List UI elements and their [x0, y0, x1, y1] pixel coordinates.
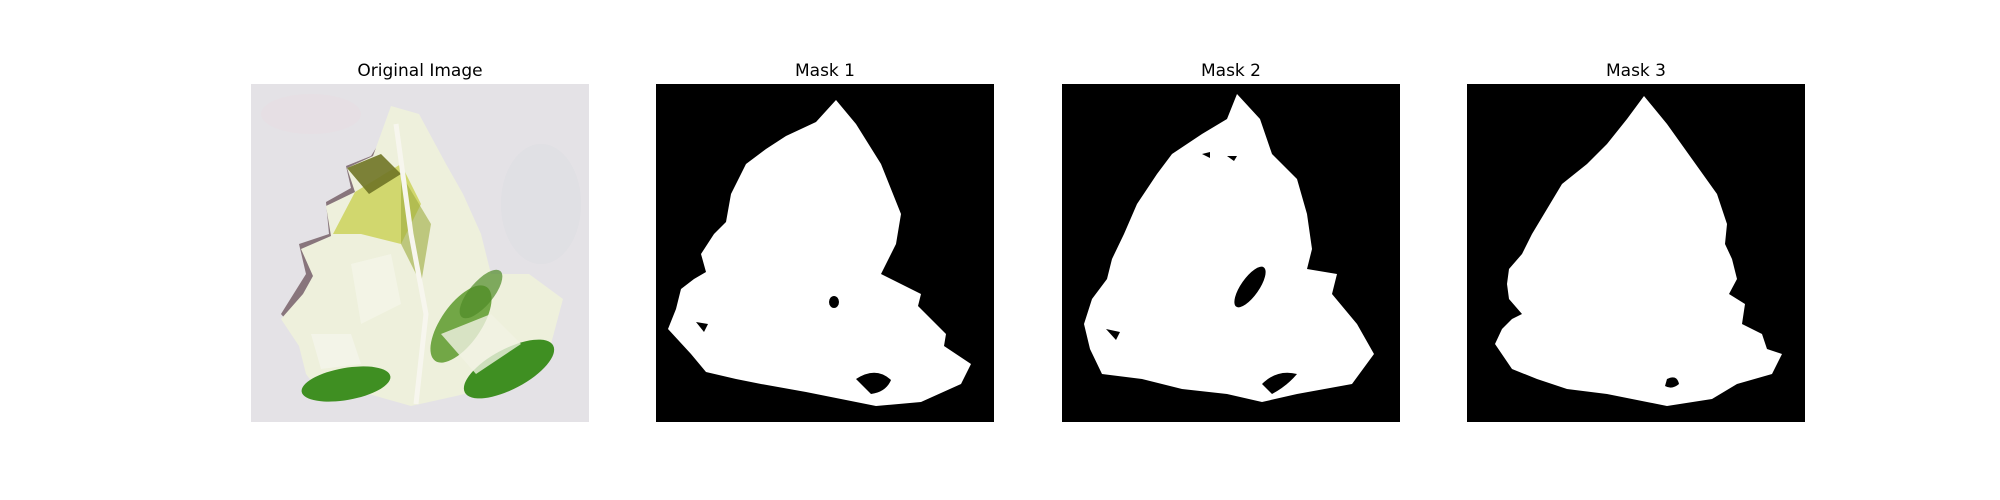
mask-1-image — [656, 84, 994, 422]
mask-3-panel: Mask 3 — [1467, 58, 1805, 422]
mask-1-title: Mask 1 — [794, 61, 855, 81]
mask-1-panel: Mask 1 — [656, 58, 994, 422]
original-leaf-photo — [251, 84, 589, 422]
mask-2-image — [1062, 84, 1400, 422]
mask-3-title: Mask 3 — [1605, 61, 1666, 81]
original-image-panel: Original Image — [251, 58, 589, 422]
original-image-title: Original Image — [357, 61, 483, 81]
mask-2-title: Mask 2 — [1200, 61, 1261, 81]
mask-2-panel: Mask 2 — [1062, 58, 1400, 422]
mask-3-image — [1467, 84, 1805, 422]
